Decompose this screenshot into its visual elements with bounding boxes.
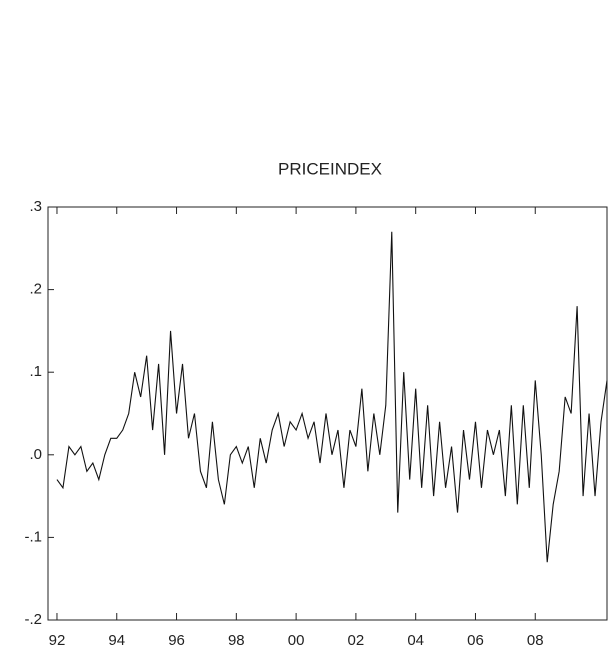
x-tick-label: 98 [228,632,245,649]
x-tick-label: 06 [467,632,484,649]
x-tick-label: 08 [527,632,544,649]
plot-frame [47,206,608,621]
x-tick-label: 00 [288,632,305,649]
y-tick-label: -.2 [24,611,42,628]
data-line [56,231,608,563]
chart-title: PRICEINDEX [278,159,382,178]
x-tick-label: 92 [49,632,66,649]
y-tick-label: .3 [29,198,42,215]
y-tick-label: -.1 [24,528,42,545]
y-tick-label: .2 [29,281,42,298]
x-tick-label: 94 [108,632,125,649]
y-tick-label: .1 [29,363,42,380]
y-tick-label: .0 [29,446,42,463]
x-tick-label: 02 [348,632,365,649]
x-tick-label: 04 [407,632,424,649]
x-tick-label: 96 [168,632,185,649]
